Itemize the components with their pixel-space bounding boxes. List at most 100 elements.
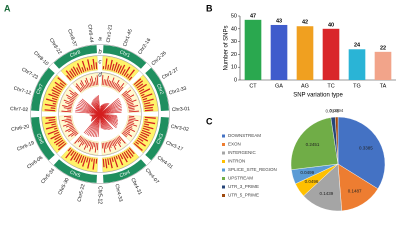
track-bar bbox=[77, 136, 83, 143]
value-label: 43 bbox=[276, 18, 282, 24]
track-bar bbox=[123, 66, 131, 77]
track-bar bbox=[59, 82, 65, 87]
track-bar bbox=[138, 88, 145, 93]
panel-label: A bbox=[4, 3, 11, 13]
track-bar bbox=[51, 89, 61, 95]
track-bar bbox=[45, 98, 57, 103]
inner-track bbox=[120, 115, 142, 142]
track-bar bbox=[125, 73, 129, 78]
track-bar bbox=[55, 85, 63, 91]
track-bar bbox=[113, 139, 118, 144]
legend-label: INTERGENIC bbox=[228, 150, 257, 155]
track-bar bbox=[118, 86, 124, 93]
gene-label: Chr6-20 bbox=[11, 124, 30, 133]
track-bar bbox=[92, 158, 95, 170]
track-bar bbox=[95, 77, 97, 86]
track-bar bbox=[81, 139, 87, 146]
track-bar bbox=[143, 125, 154, 130]
track-bar bbox=[111, 140, 117, 150]
track-bar bbox=[137, 83, 147, 91]
gene-label: Chr3-17 bbox=[165, 140, 184, 153]
track-bar bbox=[69, 125, 74, 128]
track-bar bbox=[127, 122, 138, 127]
track-bar bbox=[123, 93, 129, 98]
gene-label: Chr8-10 bbox=[32, 50, 49, 67]
track-bar bbox=[128, 104, 139, 108]
track-bar bbox=[110, 140, 113, 147]
track-bar bbox=[115, 138, 122, 148]
ring-outline bbox=[58, 72, 142, 156]
legend-label: SPLICE_SITE_REGION bbox=[228, 167, 277, 172]
track-bar bbox=[65, 102, 73, 106]
gene-label: Chr5-22 bbox=[77, 183, 87, 202]
track-bar bbox=[75, 85, 82, 93]
track-bar bbox=[103, 142, 106, 153]
chromosome-label: Chr3 bbox=[156, 133, 166, 146]
track-bar bbox=[84, 139, 88, 145]
track-bar bbox=[55, 139, 64, 146]
track-bar bbox=[81, 60, 87, 72]
chromosome-label: Chr8 bbox=[69, 49, 82, 59]
track-bar bbox=[126, 99, 137, 104]
track-bar bbox=[117, 82, 125, 92]
chromosome-band bbox=[145, 67, 169, 111]
track-bar bbox=[104, 142, 107, 150]
track-bar bbox=[105, 58, 108, 70]
link-line bbox=[83, 113, 101, 134]
gene-label: Chr4-01 bbox=[156, 155, 174, 171]
legend-label: UTR_3_PRIME bbox=[228, 184, 259, 189]
track-bar bbox=[95, 158, 98, 164]
gene-label: Chr4-07 bbox=[144, 167, 160, 185]
track-bar bbox=[136, 139, 146, 147]
track-bar bbox=[80, 155, 85, 163]
ring-label: c bbox=[99, 60, 102, 66]
track-bar bbox=[111, 81, 115, 88]
chromosome-label: Chr1 bbox=[119, 49, 132, 59]
track-bar bbox=[80, 87, 84, 91]
track-bar bbox=[128, 107, 135, 110]
track-bar bbox=[79, 82, 85, 90]
track-bar bbox=[106, 75, 110, 86]
track-bar bbox=[84, 80, 89, 88]
track-bar bbox=[70, 150, 75, 157]
value-label: 24 bbox=[354, 43, 361, 49]
chromosome-label: Chr7 bbox=[35, 83, 45, 96]
track-bar bbox=[139, 133, 148, 139]
track-bar bbox=[91, 76, 94, 86]
track-bar bbox=[68, 127, 75, 133]
track-bar bbox=[53, 127, 58, 130]
track-bar bbox=[113, 156, 119, 168]
chromosome-band bbox=[53, 45, 97, 69]
track-bar bbox=[75, 153, 81, 163]
track-bar bbox=[44, 103, 56, 107]
track-bar bbox=[133, 142, 143, 152]
track-bar bbox=[86, 67, 89, 71]
track-bar bbox=[61, 118, 72, 122]
track-bar bbox=[69, 100, 74, 103]
track-bar bbox=[127, 104, 134, 107]
panel-label: B bbox=[206, 3, 213, 13]
track-bar bbox=[83, 140, 89, 150]
track-bar bbox=[65, 126, 75, 132]
track-bar bbox=[143, 123, 150, 126]
link-line bbox=[99, 113, 102, 129]
track-bar bbox=[128, 120, 134, 122]
track-bar bbox=[107, 80, 110, 87]
gene-label: Chr2-33 bbox=[168, 86, 187, 97]
track-bar bbox=[109, 59, 113, 71]
track-bar bbox=[121, 132, 127, 138]
value-label: 47 bbox=[250, 13, 256, 19]
track-bar bbox=[68, 130, 77, 137]
track-bar bbox=[127, 69, 135, 79]
legend-swatch bbox=[222, 143, 225, 146]
track-bar bbox=[107, 141, 111, 152]
track-bar bbox=[115, 63, 120, 73]
track-bar bbox=[122, 131, 128, 136]
track-bar bbox=[45, 116, 56, 119]
track-bar bbox=[62, 105, 72, 108]
legend-label: UPSTREAM bbox=[228, 176, 253, 181]
track-bar bbox=[116, 137, 121, 144]
track-bar bbox=[89, 82, 92, 87]
gene-label: Chr1-21 bbox=[106, 24, 114, 43]
track-bar bbox=[111, 63, 115, 71]
